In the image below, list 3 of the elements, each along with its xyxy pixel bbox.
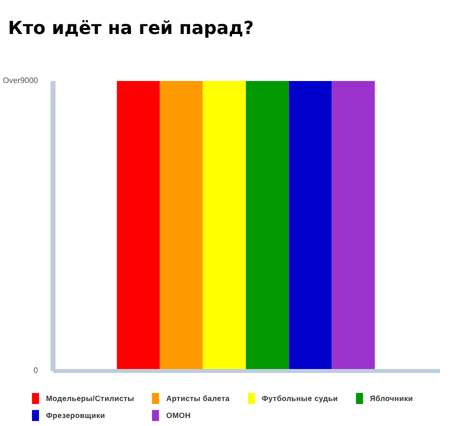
text: 0 (34, 366, 38, 376)
text: Over9000 (2, 76, 38, 86)
chart-title: Кто идёт на гей парад? (8, 18, 254, 39)
